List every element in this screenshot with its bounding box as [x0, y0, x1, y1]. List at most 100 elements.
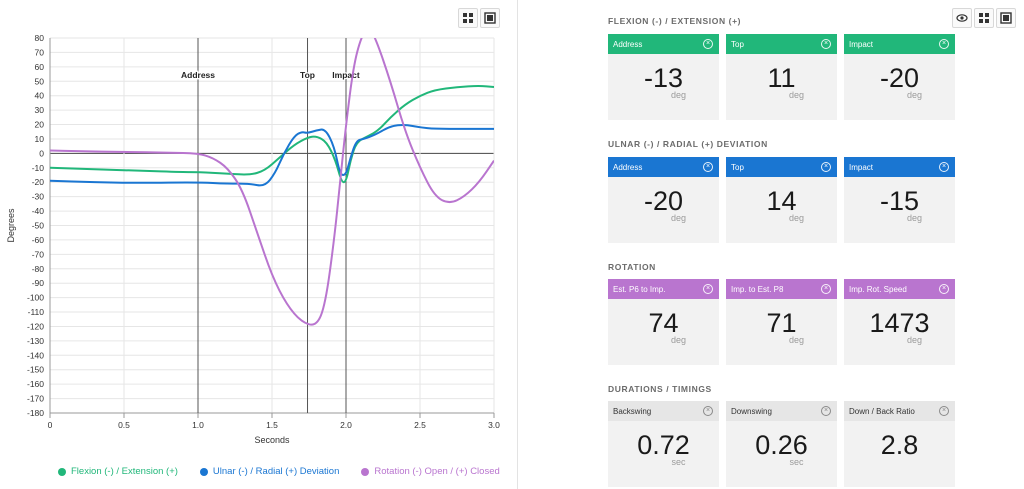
series-line [50, 38, 494, 326]
close-icon[interactable]: × [703, 39, 713, 49]
legend-dot-icon [199, 467, 208, 476]
legend-label: Ulnar (-) / Radial (+) Deviation [212, 466, 340, 477]
card-unit: sec [789, 457, 804, 467]
card-unit: deg [788, 335, 805, 345]
card-label: Down / Back Ratio [849, 406, 915, 416]
x-tick-label: 1.5 [266, 420, 278, 430]
y-tick-label: 80 [35, 33, 45, 43]
close-icon[interactable]: × [703, 406, 713, 416]
card-header: Imp. to Est. P8 × [726, 279, 837, 299]
y-tick-label: -50 [32, 221, 45, 231]
card-label: Address [613, 39, 643, 49]
metric-card: Down / Back Ratio × 2.8 [844, 401, 955, 487]
x-tick-label: 2.0 [340, 420, 352, 430]
metric-card: Backswing × 0.72 sec [608, 401, 719, 487]
card-value: 2.8 [880, 430, 919, 460]
y-tick-label: 0 [39, 148, 44, 158]
y-tick-label: -10 [32, 163, 45, 173]
x-tick-label: 2.5 [414, 420, 426, 430]
x-tick-label: 3.0 [488, 420, 500, 430]
card-unit: deg [906, 335, 923, 345]
metric-card: Address × -13 deg [608, 34, 719, 120]
card-value: -20 [643, 186, 684, 216]
legend-item-ulnar[interactable]: Ulnar (-) / Radial (+) Deviation [199, 466, 340, 477]
card-value: 74 [648, 308, 679, 338]
y-tick-label: 20 [35, 120, 45, 130]
close-icon[interactable]: × [703, 284, 713, 294]
card-header: Address × [608, 34, 719, 54]
wrist-angle-chart: 80 70 60 50 40 30 20 10 0 -10 -20 -30 -40 -50 -60 -70 -8… [6, 33, 500, 445]
card-header: Downswing × [726, 401, 837, 421]
card-header: Top × [726, 34, 837, 54]
y-tick-label: -110 [28, 307, 45, 317]
x-tick-label: 1.0 [192, 420, 204, 430]
y-tick-label: -90 [32, 278, 45, 288]
card-unit: deg [788, 90, 805, 100]
card-value: -13 [643, 63, 684, 93]
card-label: Address [613, 162, 643, 172]
y-tick-label: -80 [32, 264, 45, 274]
close-icon[interactable]: × [821, 162, 831, 172]
section-title-flexion: FLEXION (-) / EXTENSION (+) [608, 16, 742, 26]
card-unit: deg [906, 213, 923, 223]
grid-icon[interactable] [458, 8, 478, 28]
card-label: Impact [849, 162, 874, 172]
close-icon[interactable]: × [939, 162, 949, 172]
x-tick-label: 0.5 [118, 420, 130, 430]
card-label: Top [731, 39, 744, 49]
event-marker-label: Top [300, 70, 315, 80]
expand-icon[interactable] [996, 8, 1016, 28]
chart-panel: 80 70 60 50 40 30 20 10 0 -10 -20 -30 -40 -50 -60 -70 -8… [6, 8, 501, 477]
card-value: 0.72 [637, 430, 690, 460]
y-tick-label: -170 [27, 394, 44, 404]
card-value: 1473 [869, 308, 930, 338]
x-tick-label: 0 [48, 420, 53, 430]
card-header: Est. P6 to Imp. × [608, 279, 719, 299]
close-icon[interactable]: × [821, 39, 831, 49]
metric-card: Imp. Rot. Speed × 1473 deg [844, 279, 955, 365]
y-tick-label: 60 [35, 62, 45, 72]
section-title-rotation: ROTATION [608, 262, 656, 272]
close-icon[interactable]: × [939, 39, 949, 49]
y-tick-label: -40 [32, 206, 45, 216]
legend-dot-icon [58, 467, 66, 476]
card-value: -20 [879, 63, 920, 93]
legend-item-rotation[interactable]: Rotation (-) Open / (+) Closed [361, 466, 500, 477]
metric-card: Top × 11 deg [726, 34, 837, 120]
chart-legend: Flexion (-) / Extension (+) Ulnar (-) / … [58, 466, 500, 477]
card-value: 0.26 [755, 430, 808, 460]
legend-item-flexion[interactable]: Flexion (-) / Extension (+) [58, 466, 178, 477]
x-axis-title: Seconds [254, 435, 290, 445]
metrics-panel: FLEXION (-) / EXTENSION (+) Address × -13… [518, 0, 1024, 489]
y-tick-label: -160 [27, 379, 44, 389]
close-icon[interactable]: × [821, 406, 831, 416]
y-tick-label: 10 [35, 134, 45, 144]
card-header: Backswing × [608, 401, 719, 421]
y-tick-label: 50 [35, 76, 45, 86]
y-axis-title: Degrees [6, 208, 16, 243]
y-tick-label: -140 [27, 350, 44, 360]
panel-divider [517, 0, 518, 489]
close-icon[interactable]: × [939, 284, 949, 294]
metric-card: Top × 14 deg [726, 157, 837, 243]
y-tick-label: -60 [32, 235, 45, 245]
close-icon[interactable]: × [703, 162, 713, 172]
card-label: Imp. to Est. P8 [731, 284, 784, 294]
y-tick-label: -120 [27, 321, 44, 331]
y-tick-label: -130 [27, 336, 44, 346]
card-value: 71 [766, 308, 797, 338]
metric-card: Est. P6 to Imp. × 74 deg [608, 279, 719, 365]
expand-icon[interactable] [480, 8, 500, 28]
y-tick-label: 70 [35, 47, 45, 57]
y-tick-label: 30 [35, 105, 45, 115]
y-tick-label: -100 [27, 293, 44, 303]
grid-icon[interactable] [974, 8, 994, 28]
close-icon[interactable]: × [939, 406, 949, 416]
eye-icon[interactable] [952, 8, 972, 28]
legend-label: Flexion (-) / Extension (+) [71, 466, 178, 477]
event-marker-label: Impact [332, 70, 360, 80]
card-header: Impact × [844, 34, 955, 54]
card-header: Imp. Rot. Speed × [844, 279, 955, 299]
close-icon[interactable]: × [821, 284, 831, 294]
y-tick-label: -150 [27, 365, 44, 375]
